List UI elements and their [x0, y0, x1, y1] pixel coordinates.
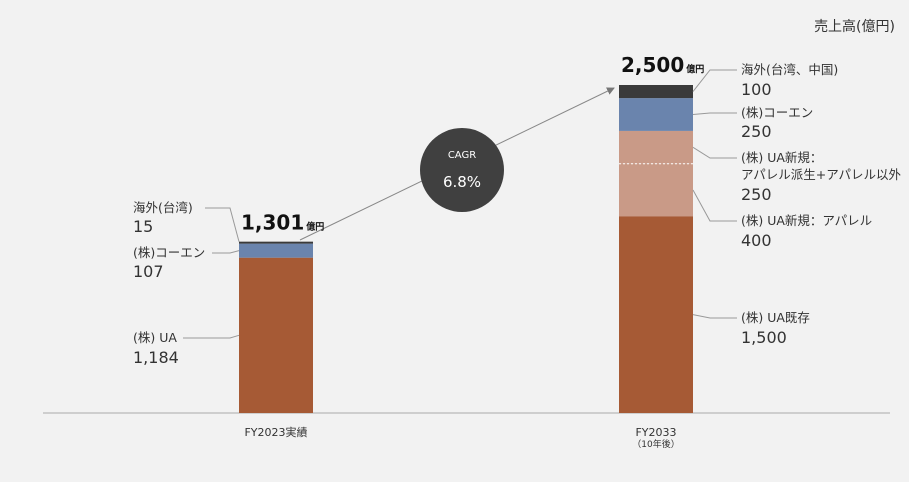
bar-segment: [239, 241, 313, 244]
leader-line: [205, 207, 240, 242]
segment-value: 15: [133, 217, 154, 236]
segment-name: 海外(台湾): [133, 200, 193, 215]
cagr-circle: [420, 128, 504, 212]
segment-value: 250: [741, 122, 772, 141]
segment-value: 400: [741, 231, 772, 250]
x-tick-label: FY2033: [635, 426, 676, 439]
bar-segment: [239, 243, 313, 258]
x-tick-label: FY2023実績: [244, 425, 307, 439]
leader-line: [692, 189, 737, 222]
total-unit: 億円: [686, 63, 704, 75]
segment-name: (株) UA新規： アパレル派生+アパレル以外: [741, 150, 901, 182]
segment-value: 1,184: [133, 348, 179, 367]
bar-segment: [239, 257, 313, 413]
bar-segment: [619, 85, 693, 99]
total-label: 2,500: [621, 53, 684, 77]
cagr-label: CAGR: [448, 150, 476, 161]
segment-value: 107: [133, 262, 164, 281]
segment-value: 1,500: [741, 328, 787, 347]
leader-line: [692, 112, 737, 116]
segment-name: (株)コーエン: [133, 245, 206, 260]
leader-line: [692, 314, 737, 319]
bar-segment: [619, 163, 693, 217]
bar-segment: [619, 130, 693, 164]
segment-value: 250: [741, 185, 772, 204]
total-unit: 億円: [306, 220, 324, 232]
segment-name: (株)コーエン: [741, 105, 814, 120]
segment-name: (株) UA既存: [741, 310, 810, 325]
x-tick-sublabel: （10年後）: [632, 438, 679, 450]
cagr-value: 6.8%: [443, 173, 481, 191]
segment-name: (株) UA新規：アパレル: [741, 213, 873, 228]
total-label: 1,301: [241, 210, 304, 234]
unit-label: 売上高(億円): [814, 18, 895, 35]
bar-segment: [619, 216, 693, 413]
leader-line: [692, 69, 737, 92]
leader-line: [183, 334, 240, 339]
segment-name: 海外(台湾、中国): [741, 62, 839, 77]
leader-line: [692, 146, 737, 159]
segment-value: 100: [741, 80, 772, 99]
leader-line: [212, 250, 240, 254]
bar-segment: [619, 98, 693, 131]
segment-name: (株) UA: [133, 330, 177, 345]
